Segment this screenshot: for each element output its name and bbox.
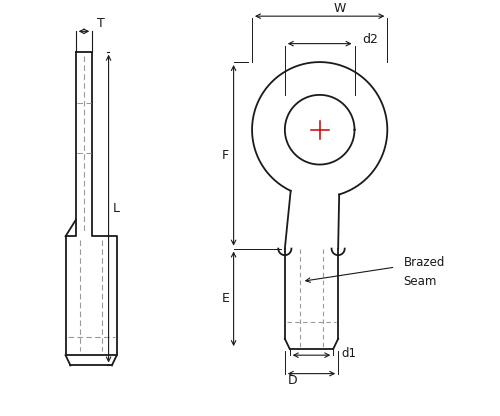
Text: Brazed: Brazed: [404, 256, 445, 270]
Text: d1: d1: [342, 347, 356, 359]
Text: E: E: [222, 292, 230, 305]
Text: D: D: [288, 374, 298, 387]
Text: d2: d2: [362, 33, 378, 46]
Text: F: F: [222, 149, 229, 162]
Text: T: T: [96, 17, 104, 30]
Text: W: W: [334, 2, 346, 15]
Text: Seam: Seam: [404, 275, 437, 288]
Text: L: L: [112, 202, 119, 215]
